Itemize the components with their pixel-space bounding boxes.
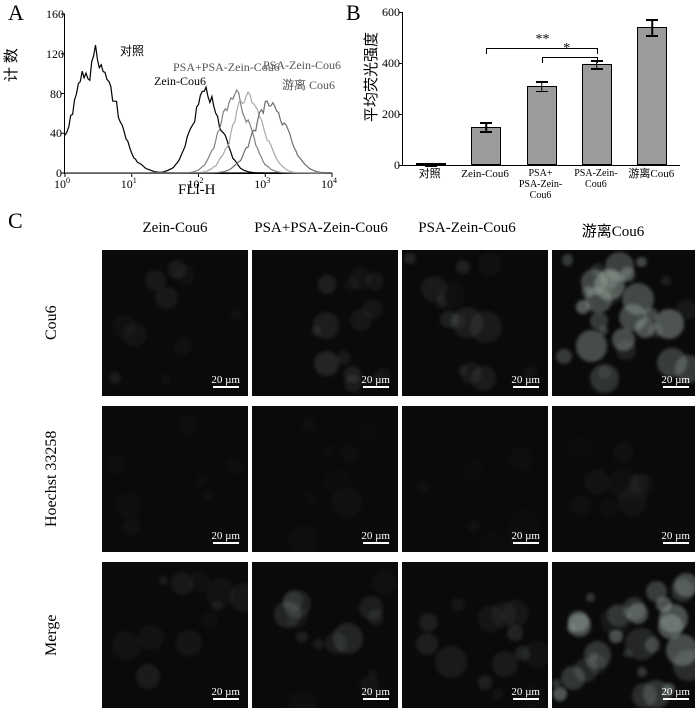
scale-bar: 20 µm: [661, 530, 690, 544]
bar: [582, 64, 612, 165]
scale-bar-label: 20 µm: [361, 374, 390, 386]
panel-b-ylabel: 平均荧光强度: [360, 32, 381, 122]
scale-bar-label: 20 µm: [511, 530, 540, 542]
row-label: Merge: [6, 562, 98, 708]
panel-a-ytick: 40: [46, 126, 62, 141]
panel-a-label: A: [8, 0, 24, 26]
scale-bar-label: 20 µm: [511, 374, 540, 386]
panel-a-xtick: 100: [54, 176, 70, 192]
scale-bar-label: 20 µm: [661, 530, 690, 542]
scale-bar: 20 µm: [361, 374, 390, 388]
micrograph-cell: 20 µm: [252, 562, 398, 708]
trace-label: 游离 Cou6: [282, 76, 335, 93]
scale-bar: 20 µm: [211, 686, 240, 700]
panel-a-xtick: 102: [188, 176, 204, 192]
col-header: Zein-Cou6: [102, 220, 248, 241]
panel-a-xtick: 101: [121, 176, 137, 192]
scale-bar: 20 µm: [211, 374, 240, 388]
panel-c-row-labels: Cou6 Hoechst 33258 Merge: [6, 250, 98, 718]
scale-bar-label: 20 µm: [211, 530, 240, 542]
panel-b-ytick: 600: [380, 5, 400, 20]
scale-bar: 20 µm: [661, 686, 690, 700]
row-label: Cou6: [6, 250, 98, 396]
scale-bar: 20 µm: [361, 530, 390, 544]
micrograph-cell: 20 µm: [102, 250, 248, 396]
significance-marker: **: [536, 32, 550, 48]
micrograph-cell: 20 µm: [552, 406, 695, 552]
scale-bar-label: 20 µm: [211, 686, 240, 698]
panel-b-plot: ***: [402, 12, 680, 166]
scale-bar-label: 20 µm: [661, 374, 690, 386]
micrograph-cell: 20 µm: [402, 406, 548, 552]
histogram-trace: [65, 87, 332, 173]
panel-b: B 平均荧光强度 *** 0200400600对照Zein-Cou6PSA+PS…: [346, 2, 692, 202]
scale-bar: 20 µm: [511, 686, 540, 700]
significance-marker: *: [563, 41, 570, 57]
panel-b-xtick: 对照: [398, 168, 462, 180]
trace-label: 对照: [120, 42, 144, 59]
panel-a-ylabel: 计 数: [0, 48, 21, 82]
panel-c-col-headers: Zein-Cou6PSA+PSA-Zein-Cou6PSA-Zein-Cou6游…: [102, 220, 690, 241]
micrograph-cell: 20 µm: [552, 250, 695, 396]
panel-b-xtick: PSA+PSA-Zein-Cou6: [509, 168, 573, 201]
micrograph-cell: 20 µm: [402, 562, 548, 708]
scale-bar: 20 µm: [661, 374, 690, 388]
panel-c-label: C: [8, 208, 23, 234]
micrograph-cell: 20 µm: [402, 250, 548, 396]
micrograph-cell: 20 µm: [102, 406, 248, 552]
micrograph-cell: 20 µm: [252, 250, 398, 396]
scale-bar: 20 µm: [211, 530, 240, 544]
micrograph-cell: 20 µm: [252, 406, 398, 552]
panel-b-label: B: [346, 0, 361, 26]
panel-a-ytick: 160: [46, 7, 62, 22]
panel-b-ytick: 200: [380, 107, 400, 122]
scale-bar-label: 20 µm: [211, 374, 240, 386]
col-header: 游离Cou6: [540, 220, 686, 241]
row-label: Hoechst 33258: [6, 406, 98, 552]
micrograph-cell: 20 µm: [552, 562, 695, 708]
panel-c-grid: 20 µm 20 µm 20 µm 20 µm 20 µm 20 µm 20 µm 20 µm…: [102, 250, 695, 708]
panel-a-xtick: 104: [321, 176, 337, 192]
scale-bar-label: 20 µm: [361, 530, 390, 542]
panel-a-xtick: 103: [254, 176, 270, 192]
scale-bar-label: 20 µm: [361, 686, 390, 698]
panel-a: A 计 数 FLl-H 对照Zein-Cou6PSA+PSA-Zein-Cou6…: [8, 2, 338, 202]
micrograph-cell: 20 µm: [102, 562, 248, 708]
col-header: PSA-Zein-Cou6: [394, 220, 540, 241]
scale-bar-label: 20 µm: [511, 686, 540, 698]
col-header: PSA+PSA-Zein-Cou6: [248, 220, 394, 241]
bar: [527, 86, 557, 165]
panel-a-svg: [65, 14, 332, 173]
bar: [637, 27, 667, 165]
trace-label: Zein-Cou6: [154, 74, 206, 89]
panel-b-xtick: Zein-Cou6: [453, 168, 517, 180]
panel-a-ytick: 120: [46, 47, 62, 62]
panel-b-ytick: 400: [380, 56, 400, 71]
scale-bar: 20 µm: [511, 374, 540, 388]
panel-b-xtick: PSA-Zein-Cou6: [564, 168, 628, 190]
scale-bar-label: 20 µm: [661, 686, 690, 698]
panel-a-ytick: 80: [46, 87, 62, 102]
scale-bar: 20 µm: [511, 530, 540, 544]
panel-b-xtick: 游离Cou6: [619, 168, 683, 180]
panel-a-plot: 对照Zein-Cou6PSA+PSA-Zein-Cou6PSA-Zein-Cou…: [64, 14, 332, 174]
trace-label: PSA-Zein-Cou6: [263, 58, 341, 73]
scale-bar: 20 µm: [361, 686, 390, 700]
histogram-trace: [65, 101, 332, 173]
